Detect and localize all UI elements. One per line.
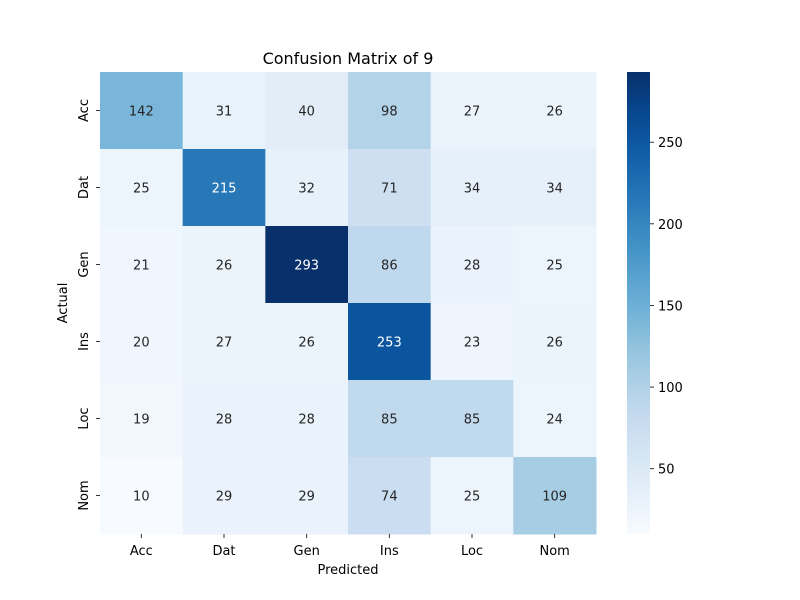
cell-value-label: 24 xyxy=(546,413,563,428)
heatmap-cell xyxy=(100,457,184,535)
cell-value-label: 71 xyxy=(381,182,398,197)
y-tick-label: Acc xyxy=(77,99,92,122)
colorbar-tick-label: 50 xyxy=(658,463,675,478)
y-tick-label: Loc xyxy=(77,407,92,429)
cell-value-label: 31 xyxy=(216,105,233,120)
heatmap-cell xyxy=(265,72,349,150)
heatmap-cell xyxy=(348,303,432,381)
y-tick-label: Dat xyxy=(77,176,92,199)
cell-value-label: 32 xyxy=(298,182,315,197)
heatmap-cell xyxy=(182,72,266,150)
cell-value-label: 40 xyxy=(298,105,315,120)
x-tick-label: Loc xyxy=(461,544,483,559)
cell-value-label: 109 xyxy=(542,490,567,505)
heatmap-cell xyxy=(513,380,597,458)
cell-value-label: 29 xyxy=(298,490,315,505)
heatmap-cell xyxy=(513,72,597,150)
y-tick-label: Ins xyxy=(77,332,92,351)
cell-value-label: 25 xyxy=(464,490,481,505)
heatmap-cell xyxy=(430,380,514,458)
heatmap-cell xyxy=(100,226,184,304)
heatmap-cell xyxy=(430,457,514,535)
cell-value-label: 28 xyxy=(216,413,233,428)
cell-value-label: 27 xyxy=(464,105,481,120)
colorbar-tick-label: 100 xyxy=(658,381,683,396)
y-tick-label: Gen xyxy=(77,251,92,277)
cell-value-label: 10 xyxy=(133,490,150,505)
heatmap-cell xyxy=(265,149,349,227)
heatmap-cell xyxy=(182,149,266,227)
heatmap-cell xyxy=(430,149,514,227)
cell-value-label: 26 xyxy=(216,259,233,274)
cell-value-label: 85 xyxy=(464,413,481,428)
cell-value-label: 28 xyxy=(464,259,481,274)
heatmap-cells: 142 31 40 98 27 26 25 215 32 71 34 34 21 26 293 86 28 25 2… xyxy=(100,72,597,535)
cell-value-label: 26 xyxy=(546,336,563,351)
colorbar-tick-label: 200 xyxy=(658,218,683,233)
colorbar-gradient xyxy=(627,72,650,534)
x-axis-ticks: Acc Dat Gen Ins Loc Nom xyxy=(130,534,570,559)
cell-value-label: 26 xyxy=(298,336,315,351)
cell-value-label: 34 xyxy=(464,182,481,197)
cell-value-label: 19 xyxy=(133,413,150,428)
cell-value-label: 20 xyxy=(133,336,150,351)
cell-value-label: 26 xyxy=(546,105,563,120)
heatmap-cell xyxy=(348,457,432,535)
colorbar-tick-label: 150 xyxy=(658,299,683,314)
heatmap-cell xyxy=(513,457,597,535)
heatmap-cell xyxy=(348,380,432,458)
cell-value-label: 74 xyxy=(381,490,398,505)
x-axis-label: Predicted xyxy=(317,563,378,578)
heatmap-cell xyxy=(513,149,597,227)
heatmap-cell xyxy=(100,380,184,458)
cell-value-label: 29 xyxy=(216,490,233,505)
y-tick-label: Nom xyxy=(77,480,92,510)
colorbar-tick-label: 250 xyxy=(658,136,683,151)
heatmap-cell xyxy=(182,226,266,304)
x-tick-label: Ins xyxy=(380,544,399,559)
cell-value-label: 293 xyxy=(294,259,319,274)
heatmap-cell xyxy=(100,303,184,381)
cell-value-label: 215 xyxy=(212,182,237,197)
chart-title: Confusion Matrix of 9 xyxy=(263,49,434,68)
colorbar: 50 100 150 200 250 xyxy=(627,72,683,534)
heatmap-cell xyxy=(348,226,432,304)
cell-value-label: 86 xyxy=(381,259,398,274)
heatmap-cell xyxy=(513,226,597,304)
heatmap-cell xyxy=(430,72,514,150)
x-tick-label: Gen xyxy=(294,544,320,559)
cell-value-label: 23 xyxy=(464,336,481,351)
x-tick-label: Nom xyxy=(539,544,569,559)
heatmap-cell xyxy=(513,303,597,381)
heatmap-cell xyxy=(100,72,184,150)
cell-value-label: 25 xyxy=(133,182,150,197)
x-tick-label: Dat xyxy=(212,544,235,559)
heatmap-cell xyxy=(430,226,514,304)
heatmap-cell xyxy=(265,380,349,458)
heatmap-cell xyxy=(430,303,514,381)
cell-value-label: 21 xyxy=(133,259,150,274)
heatmap-cell xyxy=(182,380,266,458)
cell-value-label: 98 xyxy=(381,105,398,120)
cell-value-label: 34 xyxy=(546,182,563,197)
y-axis-ticks: Acc Dat Gen Ins Loc Nom xyxy=(77,99,100,511)
cell-value-label: 85 xyxy=(381,413,398,428)
heatmap-cell xyxy=(182,303,266,381)
heatmap-cell xyxy=(265,303,349,381)
cell-value-label: 253 xyxy=(377,336,402,351)
cell-value-label: 27 xyxy=(216,336,233,351)
heatmap-cell xyxy=(348,149,432,227)
cell-value-label: 142 xyxy=(129,105,154,120)
heatmap-cell xyxy=(182,457,266,535)
heatmap-cell xyxy=(348,72,432,150)
x-tick-label: Acc xyxy=(130,544,153,559)
heatmap-cell xyxy=(265,226,349,304)
cell-value-label: 28 xyxy=(298,413,315,428)
y-axis-label: Actual xyxy=(56,283,71,324)
heatmap-cell xyxy=(100,149,184,227)
cell-value-label: 25 xyxy=(546,259,563,274)
heatmap-cell xyxy=(265,457,349,535)
